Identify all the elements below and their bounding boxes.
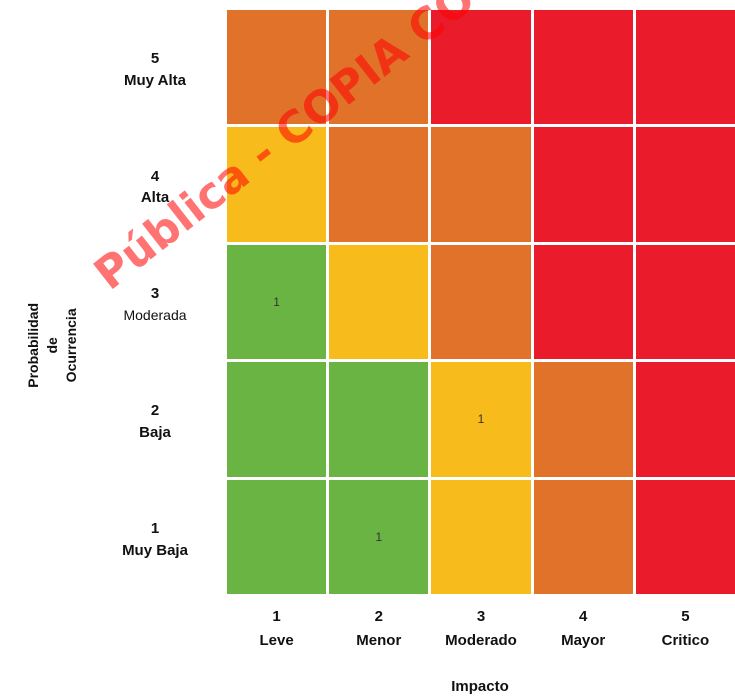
risk-cell-4-2 [329, 127, 429, 242]
probability-level-text: Muy Alta [124, 71, 186, 89]
risk-cell-3-4 [533, 244, 633, 360]
impact-label: 2 Menor [328, 605, 429, 653]
risk-cell-2-3: 1 [431, 362, 531, 477]
risk-cell-5-4 [533, 10, 633, 125]
impact-level-text: Critico [661, 632, 710, 649]
impact-level-number: 5 [681, 608, 690, 625]
risk-cell-1-3 [431, 479, 531, 594]
risk-cell-4-5 [635, 127, 735, 242]
risk-cell-2-4 [533, 362, 633, 477]
impact-level-number: 1 [272, 608, 281, 625]
probability-level-text: Moderada [123, 306, 187, 323]
risk-cell-2-1 [227, 362, 327, 477]
impact-level-text: Leve [259, 632, 294, 649]
risk-cell-3-5 [635, 244, 735, 360]
x-axis-title: Impacto [451, 678, 509, 695]
impact-level-text: Moderado [445, 632, 517, 649]
y-axis-title-line-1: Probabilidad [24, 302, 41, 388]
risk-cell-2-2 [329, 362, 429, 477]
probability-level-number: 2 [150, 402, 160, 420]
risk-cell-4-4 [533, 127, 633, 242]
y-axis-title-line-3: Ocurrencia [62, 308, 79, 382]
risk-cell-1-4 [533, 479, 633, 594]
risk-cell-4-1 [227, 127, 327, 242]
probability-label: 5 Muy Alta [95, 48, 215, 92]
risk-cell-3-1: 1 [227, 244, 327, 360]
risk-cell-3-3 [431, 244, 531, 360]
cell-count: 1 [477, 412, 485, 427]
y-axis-title: Probabilidad de Ocurrencia [2, 270, 102, 420]
probability-label: 1 Muy Baja [95, 518, 215, 562]
risk-cell-2-5 [635, 362, 735, 477]
probability-level-text: Alta [140, 189, 170, 207]
impact-label: 4 Mayor [533, 605, 634, 653]
risk-cell-5-2 [329, 10, 429, 125]
cell-count: 1 [273, 294, 280, 309]
probability-label: 3 Moderada [95, 283, 215, 325]
impact-level-number: 3 [476, 608, 486, 625]
cell-count: 1 [375, 529, 383, 544]
probability-level-number: 4 [150, 167, 160, 185]
risk-cell-1-1 [227, 479, 327, 594]
risk-cell-3-2 [329, 244, 429, 360]
probability-level-number: 5 [150, 50, 160, 68]
risk-cell-5-3 [431, 10, 531, 125]
probability-label: 4 Alta [95, 166, 215, 210]
probability-level-text: Baja [139, 424, 171, 442]
probability-level-number: 1 [150, 519, 160, 537]
impact-label: 5 Critico [635, 605, 735, 653]
risk-cell-5-5 [635, 10, 735, 125]
risk-cell-5-1 [227, 10, 327, 125]
impact-label: 3 Moderado [431, 605, 532, 653]
impact-label: 1 Leve [226, 605, 327, 653]
y-axis-title-line-2: de [43, 336, 60, 354]
risk-matrix-grid: 1 1 1 [227, 10, 735, 594]
risk-cell-1-2: 1 [329, 479, 429, 594]
probability-level-text: Muy Baja [122, 541, 188, 559]
impact-level-number: 2 [374, 608, 383, 625]
risk-cell-4-3 [431, 127, 531, 242]
probability-level-number: 3 [150, 285, 160, 302]
impact-level-text: Mayor [561, 632, 606, 649]
probability-label: 2 Baja [95, 400, 215, 444]
impact-level-text: Menor [356, 632, 402, 649]
impact-level-number: 4 [579, 608, 588, 625]
risk-cell-1-5 [635, 479, 735, 594]
